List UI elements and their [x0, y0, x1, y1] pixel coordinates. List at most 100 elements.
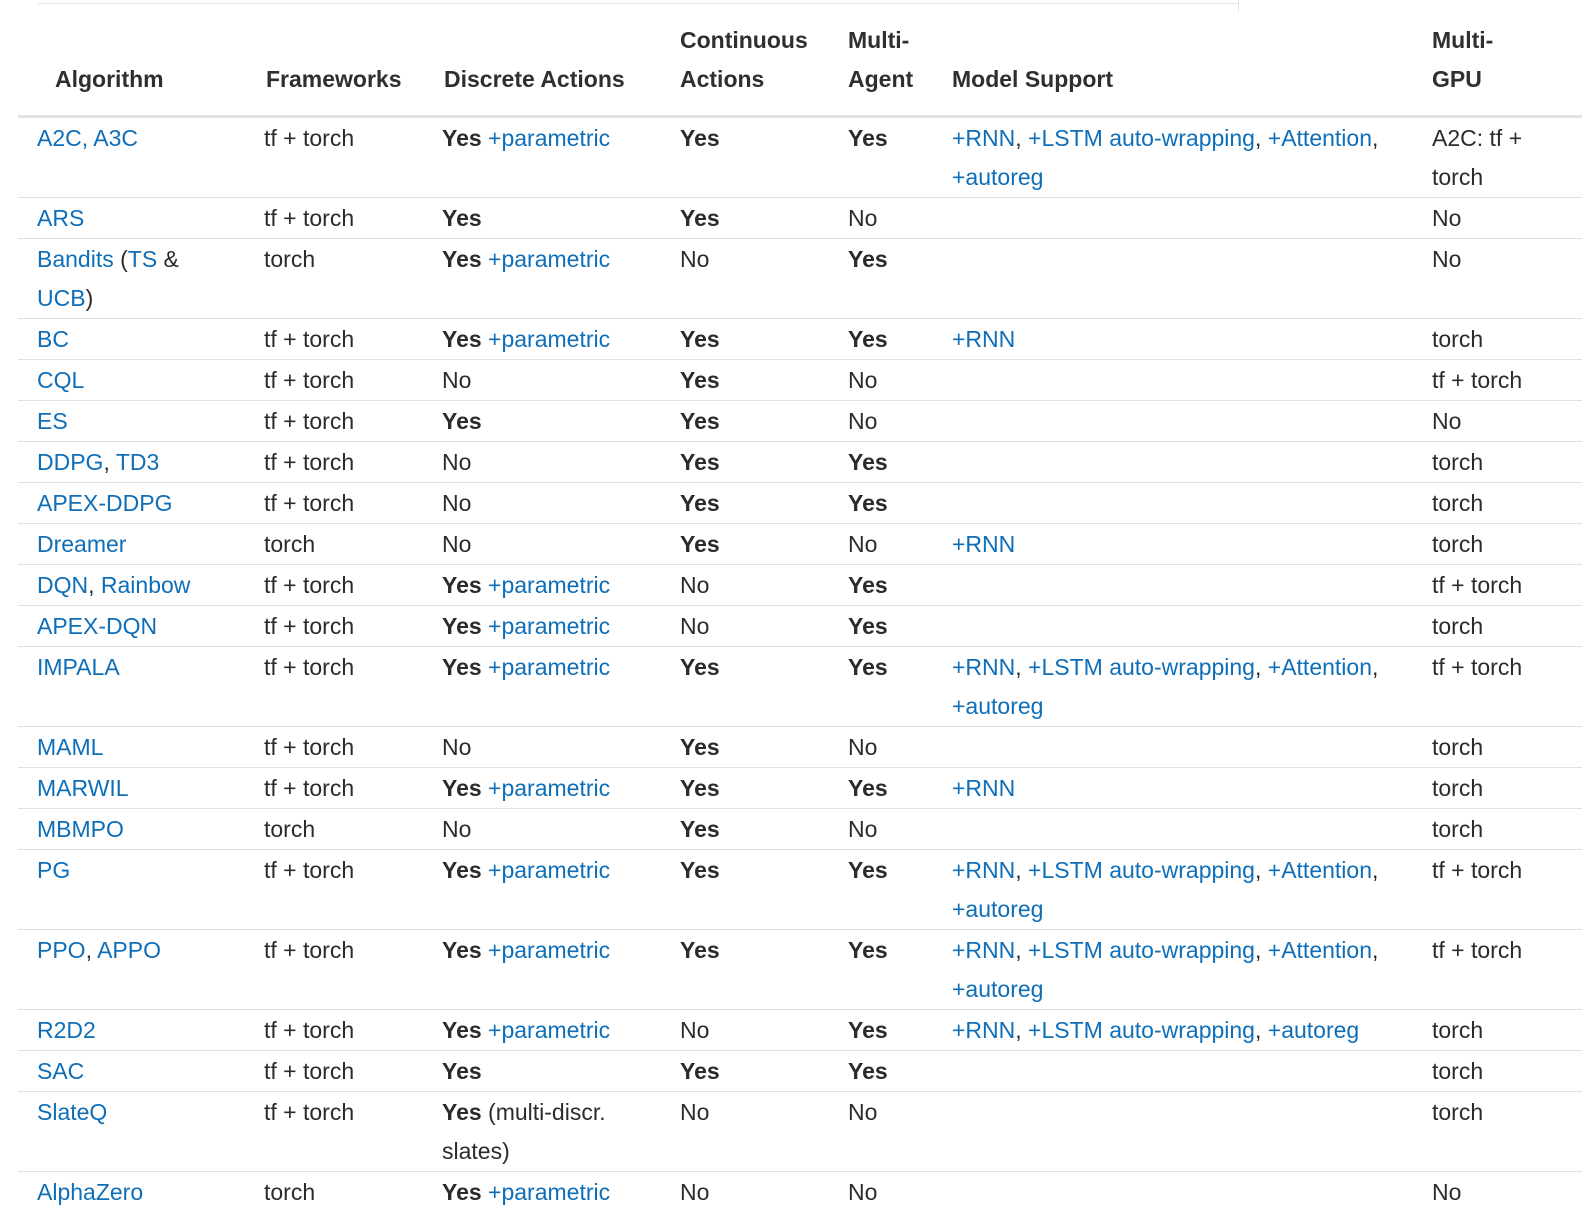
multi-gpu-cell: torch [1414, 809, 1582, 850]
autoreg-link[interactable]: +autoreg [952, 896, 1043, 922]
table-row: PG tf + torch Yes +parametric Yes Yes +R… [18, 850, 1582, 930]
discrete-cell: Yes +parametric [424, 606, 662, 647]
autoreg-link[interactable]: +autoreg [952, 976, 1043, 1002]
top-divider [38, 3, 1238, 4]
lstm-link[interactable]: +LSTM auto-wrapping [1028, 937, 1255, 963]
algorithm-link-2[interactable]: APPO [97, 937, 161, 963]
parametric-link[interactable]: +parametric [488, 326, 610, 352]
continuous-cell: Yes [662, 524, 830, 565]
algorithm-link[interactable]: PPO [37, 937, 86, 963]
parametric-link[interactable]: +parametric [488, 125, 610, 151]
continuous-cell: Yes [662, 401, 830, 442]
algorithm-link[interactable]: IMPALA [37, 654, 120, 680]
frameworks-cell: tf + torch [246, 198, 424, 239]
parametric-link[interactable]: +parametric [488, 937, 610, 963]
algorithm-link[interactable]: Dreamer [37, 531, 126, 557]
rnn-link[interactable]: +RNN [952, 775, 1015, 801]
continuous-cell: Yes [662, 1051, 830, 1092]
algorithm-link[interactable]: APEX-DQN [37, 613, 157, 639]
lstm-link[interactable]: +LSTM auto-wrapping [1028, 857, 1255, 883]
algorithm-link[interactable]: APEX-DDPG [37, 490, 172, 516]
autoreg-link[interactable]: +autoreg [952, 164, 1043, 190]
continuous-cell: No [662, 1172, 830, 1212]
attention-link[interactable]: +Attention [1268, 857, 1372, 883]
frameworks-cell: tf + torch [246, 360, 424, 401]
table-row: CQL tf + torch No Yes No tf + torch [18, 360, 1582, 401]
frameworks-cell: tf + torch [246, 319, 424, 360]
algorithm-link[interactable]: Bandits [37, 246, 114, 272]
frameworks-cell: tf + torch [246, 850, 424, 930]
rnn-link[interactable]: +RNN [952, 937, 1015, 963]
multi-agent-cell: No [830, 727, 934, 768]
rnn-link[interactable]: +RNN [952, 654, 1015, 680]
multi-gpu-cell: tf + torch [1414, 360, 1582, 401]
model-support-cell [934, 442, 1414, 483]
algorithm-link[interactable]: MARWIL [37, 775, 129, 801]
attention-link[interactable]: +Attention [1268, 125, 1372, 151]
rnn-link[interactable]: +RNN [952, 1017, 1015, 1043]
lstm-link[interactable]: +LSTM auto-wrapping [1028, 654, 1255, 680]
multi-agent-cell: Yes [830, 565, 934, 606]
parametric-link[interactable]: +parametric [488, 1179, 610, 1205]
multi-gpu-cell: No [1414, 401, 1582, 442]
algorithm-link[interactable]: DQN [37, 572, 88, 598]
algorithm-link[interactable]: DDPG [37, 449, 103, 475]
multi-agent-cell: Yes [830, 930, 934, 1010]
parametric-link[interactable]: +parametric [488, 246, 610, 272]
header-frameworks: Frameworks [246, 20, 424, 117]
frameworks-cell: torch [246, 524, 424, 565]
discrete-cell: Yes +parametric [424, 930, 662, 1010]
rnn-link[interactable]: +RNN [952, 857, 1015, 883]
algorithm-link[interactable]: CQL [37, 367, 84, 393]
algorithm-link[interactable]: A2C, A3C [37, 125, 138, 151]
rnn-link[interactable]: +RNN [952, 531, 1015, 557]
table-row: BC tf + torch Yes +parametric Yes Yes +R… [18, 319, 1582, 360]
algorithm-link[interactable]: ARS [37, 205, 84, 231]
multi-gpu-cell: torch [1414, 483, 1582, 524]
model-support-cell: +RNN [934, 319, 1414, 360]
parametric-link[interactable]: +parametric [488, 1017, 610, 1043]
table-row: A2C, A3C tf + torch Yes +parametric Yes … [18, 117, 1582, 198]
multi-gpu-cell: tf + torch [1414, 647, 1582, 727]
model-support-cell: +RNN, +LSTM auto-wrapping, +Attention, +… [934, 850, 1414, 930]
algorithm-link[interactable]: ES [37, 408, 68, 434]
table-row: MAML tf + torch No Yes No torch [18, 727, 1582, 768]
autoreg-link[interactable]: +autoreg [1268, 1017, 1359, 1043]
parametric-link[interactable]: +parametric [488, 654, 610, 680]
discrete-cell: Yes [424, 401, 662, 442]
multi-agent-cell: No [830, 401, 934, 442]
parametric-link[interactable]: +parametric [488, 857, 610, 883]
parametric-link[interactable]: +parametric [488, 775, 610, 801]
frameworks-cell: torch [246, 239, 424, 319]
frameworks-cell: torch [246, 809, 424, 850]
model-support-cell [934, 565, 1414, 606]
frameworks-cell: tf + torch [246, 401, 424, 442]
algorithm-link-2[interactable]: TD3 [116, 449, 159, 475]
algorithm-link[interactable]: BC [37, 326, 69, 352]
algorithm-link-ucb[interactable]: UCB [37, 285, 86, 311]
algorithm-link[interactable]: SlateQ [37, 1099, 107, 1125]
algorithm-link-ts[interactable]: TS [128, 246, 157, 272]
rnn-link[interactable]: +RNN [952, 326, 1015, 352]
algorithm-link[interactable]: R2D2 [37, 1017, 96, 1043]
attention-link[interactable]: +Attention [1268, 654, 1372, 680]
attention-link[interactable]: +Attention [1268, 937, 1372, 963]
algorithm-link[interactable]: MAML [37, 734, 103, 760]
table-header-row: Algorithm Frameworks Discrete Actions Co… [18, 20, 1582, 117]
rnn-link[interactable]: +RNN [952, 125, 1015, 151]
lstm-link[interactable]: +LSTM auto-wrapping [1028, 125, 1255, 151]
lstm-link[interactable]: +LSTM auto-wrapping [1028, 1017, 1255, 1043]
parametric-link[interactable]: +parametric [488, 572, 610, 598]
algorithm-link[interactable]: PG [37, 857, 70, 883]
algorithm-link-2[interactable]: Rainbow [101, 572, 191, 598]
parametric-link[interactable]: +parametric [488, 613, 610, 639]
continuous-cell: Yes [662, 809, 830, 850]
multi-agent-cell: Yes [830, 483, 934, 524]
multi-gpu-cell: torch [1414, 727, 1582, 768]
continuous-cell: Yes [662, 442, 830, 483]
autoreg-link[interactable]: +autoreg [952, 693, 1043, 719]
algorithm-link[interactable]: SAC [37, 1058, 84, 1084]
algorithm-link[interactable]: AlphaZero [37, 1179, 143, 1205]
algorithm-link[interactable]: MBMPO [37, 816, 124, 842]
discrete-cell: No [424, 442, 662, 483]
